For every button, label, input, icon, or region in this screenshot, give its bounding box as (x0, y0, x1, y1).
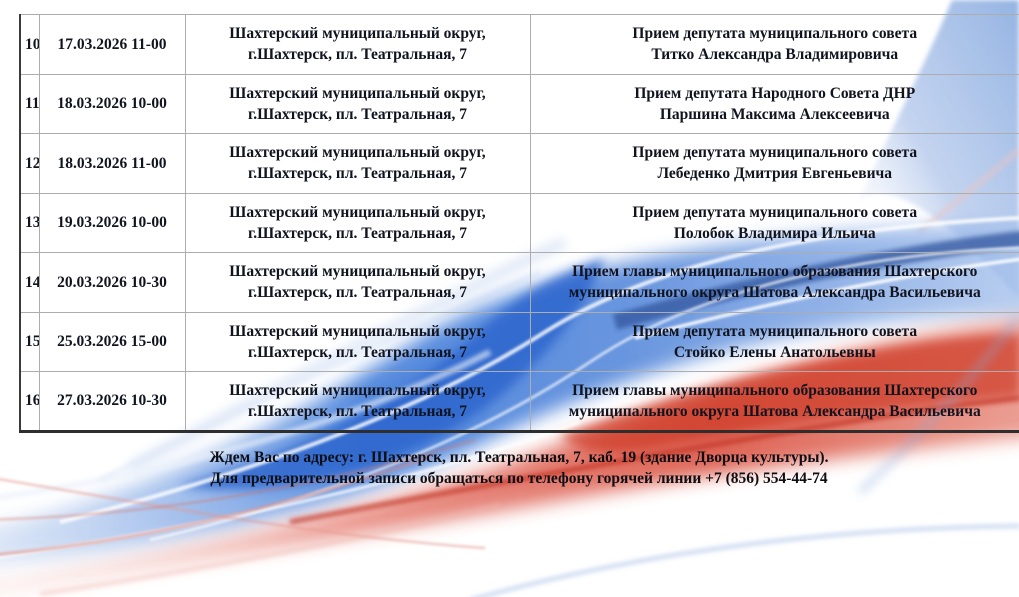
event-line1: Прием депутата муниципального совета (632, 25, 918, 43)
table-row: 15 25.03.2026 15-00 Шахтерский муниципал… (19, 311, 1019, 372)
event-cell: Прием депутата муниципального совета Поло… (529, 192, 1019, 253)
location-line1: Шахтерский муниципальный округ, (229, 322, 486, 340)
table-row: 13 19.03.2026 10-00 Шахтерский муниципал… (19, 192, 1019, 253)
row-number-cell: 15 (19, 311, 40, 372)
location-line1: Шахтерский муниципальный округ, (229, 144, 486, 162)
location-line1: Шахтерский муниципальный округ, (229, 25, 486, 43)
location-line2: г.Шахтерск, пл. Театральная, 7 (247, 105, 468, 123)
location-cell: Шахтерский муниципальный округ, г.Шахтерс… (184, 73, 531, 134)
location-line2: г.Шахтерск, пл. Театральная, 7 (247, 224, 468, 242)
datetime-cell: 17.03.2026 11-00 (38, 14, 186, 75)
datetime-cell: 18.03.2026 11-00 (38, 133, 186, 194)
location-line1: Шахтерский муниципальный округ, (229, 84, 486, 102)
location-cell: Шахтерский муниципальный округ, г.Шахтерс… (184, 192, 531, 253)
row-number-cell: 13 (19, 192, 40, 253)
event-line1: Прием депутата муниципального совета (632, 203, 918, 221)
location-cell: Шахтерский муниципальный округ, г.Шахтерс… (184, 252, 531, 313)
event-line1: Прием главы муниципального образования Ш… (572, 263, 978, 281)
row-number-cell: 12 (19, 133, 40, 194)
event-cell: Прием депутата муниципального совета Лебе… (529, 133, 1019, 194)
event-line2: Полобок Владимира Ильича (673, 224, 876, 242)
footer-note: Ждем Вас по адресу: г. Шахтерск, пл. Теа… (189, 448, 849, 489)
event-line1: Прием депутата муниципального совета (632, 144, 918, 162)
location-line2: г.Шахтерск, пл. Театральная, 7 (247, 165, 468, 183)
location-line2: г.Шахтерск, пл. Театральная, 7 (247, 402, 468, 420)
event-cell: Прием главы муниципального образования Ш… (529, 252, 1019, 313)
event-cell: Прием депутата муниципального совета Титк… (529, 14, 1019, 75)
footer-phone-line: Для предварительной записи обращаться по… (210, 469, 828, 487)
location-line2: г.Шахтерск, пл. Театральная, 7 (247, 284, 468, 302)
event-line2: Титко Александра Владимировича (651, 46, 899, 64)
event-line2: муниципального округа Шатова Александра … (568, 402, 981, 420)
location-cell: Шахтерский муниципальный округ, г.Шахтерс… (184, 133, 531, 194)
location-cell: Шахтерский муниципальный округ, г.Шахтерс… (184, 371, 531, 432)
datetime-cell: 19.03.2026 10-00 (38, 192, 186, 253)
event-line1: Прием депутата Народного Совета ДНР (634, 84, 916, 102)
event-line2: Стойко Елены Анатольевны (673, 343, 876, 361)
table-row: 10 17.03.2026 11-00 Шахтерский муниципал… (19, 14, 1019, 75)
footer-address-line: Ждем Вас по адресу: г. Шахтерск, пл. Теа… (209, 449, 829, 466)
location-line1: Шахтерский муниципальный округ, (229, 263, 486, 281)
table-row: 14 20.03.2026 10-30 Шахтерский муниципал… (19, 252, 1019, 313)
event-cell: Прием депутата муниципального совета Стой… (529, 311, 1019, 372)
table-row: 11 18.03.2026 10-00 Шахтерский муниципал… (19, 73, 1019, 134)
location-line2: г.Шахтерск, пл. Театральная, 7 (247, 343, 468, 361)
event-line2: Лебеденко Дмитрия Евгеньевича (657, 165, 893, 183)
location-cell: Шахтерский муниципальный округ, г.Шахтерс… (184, 311, 531, 372)
event-line2: муниципального округа Шатова Александра … (568, 284, 981, 302)
location-line1: Шахтерский муниципальный округ, (229, 381, 486, 399)
location-line2: г.Шахтерск, пл. Театральная, 7 (247, 46, 468, 64)
row-number-cell: 14 (19, 252, 40, 313)
row-number-cell: 16 (19, 371, 40, 432)
row-number-cell: 10 (19, 14, 40, 75)
datetime-cell: 18.03.2026 10-00 (38, 73, 186, 134)
event-cell: Прием депутата Народного Совета ДНР Парши… (529, 73, 1019, 134)
datetime-cell: 20.03.2026 10-30 (38, 252, 186, 313)
reception-schedule-table: 10 17.03.2026 11-00 Шахтерский муниципал… (19, 14, 1019, 433)
event-line1: Прием главы муниципального образования Ш… (572, 381, 978, 399)
location-cell: Шахтерский муниципальный округ, г.Шахтерс… (184, 14, 531, 75)
table-row: 12 18.03.2026 11-00 Шахтерский муниципал… (19, 133, 1019, 194)
event-line2: Паршина Максима Алексеевича (659, 105, 890, 123)
location-line1: Шахтерский муниципальный округ, (229, 203, 486, 221)
row-number-cell: 11 (19, 73, 40, 134)
table-row: 16 27.03.2026 10-30 Шахтерский муниципал… (19, 371, 1019, 432)
event-line1: Прием депутата муниципального совета (632, 322, 918, 340)
event-cell: Прием главы муниципального образования Ш… (529, 371, 1019, 432)
datetime-cell: 27.03.2026 10-30 (38, 371, 186, 432)
datetime-cell: 25.03.2026 15-00 (38, 311, 186, 372)
